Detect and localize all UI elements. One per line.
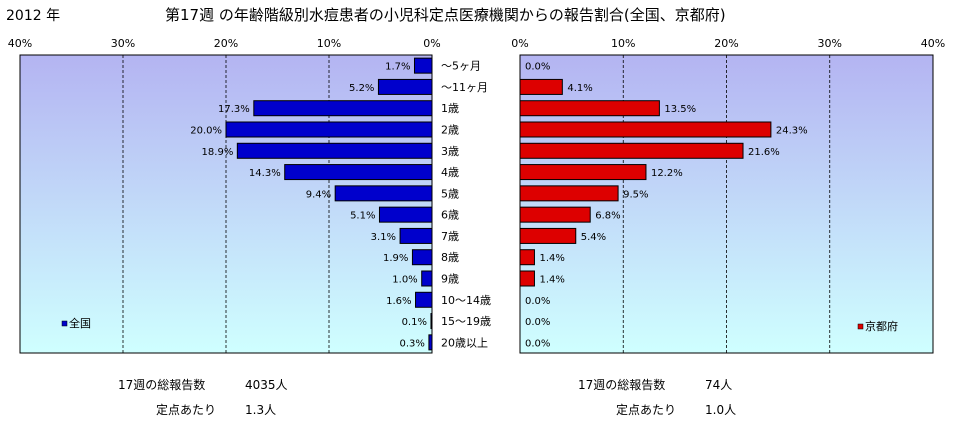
category-label-1: ～11ヶ月 — [441, 81, 488, 94]
bar-left-6 — [334, 185, 433, 202]
legend-label-kyoto: 京都府 — [865, 319, 898, 333]
data-label-right-8: 5.4% — [581, 232, 606, 243]
category-label-0: ～5ヶ月 — [441, 60, 481, 73]
category-label-10: 9歳 — [441, 273, 459, 286]
data-label-left-13: 0.3% — [400, 338, 425, 349]
bar-right-6 — [519, 185, 619, 202]
data-label-right-3: 24.3% — [776, 126, 808, 137]
data-label-left-2: 17.3% — [218, 104, 250, 115]
bar-left-7 — [378, 206, 433, 223]
bar-right-2 — [519, 100, 660, 117]
bar-right-5 — [519, 164, 647, 181]
x-tick-label-left-30: 30% — [111, 37, 135, 50]
data-label-right-5: 12.2% — [651, 168, 683, 179]
plot-area-kyoto — [519, 54, 934, 354]
category-label-7: 6歳 — [441, 209, 459, 222]
x-tick-label-right-40: 40% — [921, 37, 945, 50]
data-label-left-0: 1.7% — [385, 62, 410, 73]
data-label-right-13: 0.0% — [525, 338, 550, 349]
x-tick-label-left-40: 40% — [8, 37, 32, 50]
bar-right-8 — [519, 227, 577, 244]
national-per-site-label: 定点あたり — [156, 402, 216, 417]
bar-left-0 — [413, 57, 433, 74]
category-label-5: 4歳 — [441, 166, 459, 179]
bar-left-1 — [377, 78, 433, 95]
bar-right-4 — [519, 142, 744, 159]
bar-left-12 — [430, 313, 433, 330]
kyoto-total-label: 17週の総報告数 — [578, 377, 665, 392]
data-label-left-4: 18.9% — [202, 147, 234, 158]
data-label-left-7: 5.1% — [350, 211, 375, 222]
category-label-2: 1歳 — [441, 102, 459, 115]
data-label-left-12: 0.1% — [402, 317, 427, 328]
category-label-9: 8歳 — [441, 251, 459, 264]
x-tick-label-right-30: 30% — [818, 37, 842, 50]
plot-area-national — [19, 54, 433, 354]
bar-left-11 — [415, 291, 433, 308]
data-label-left-1: 5.2% — [349, 83, 374, 94]
bar-right-9 — [519, 249, 535, 266]
bar-right-7 — [519, 206, 591, 223]
data-label-left-6: 9.4% — [306, 189, 331, 200]
bar-left-4 — [236, 142, 433, 159]
data-label-left-9: 1.9% — [383, 253, 408, 264]
bar-left-2 — [253, 100, 433, 117]
bar-right-3 — [519, 121, 772, 138]
x-tick-label-right-0: 0% — [511, 37, 528, 50]
data-label-right-2: 13.5% — [664, 104, 696, 115]
bar-right-1 — [519, 78, 563, 95]
legend-swatch-kyoto — [857, 323, 864, 330]
legend-kyoto: 京都府 — [857, 319, 898, 333]
category-label-4: 3歳 — [441, 145, 459, 158]
data-label-left-3: 20.0% — [190, 126, 222, 137]
data-label-right-6: 9.5% — [623, 189, 648, 200]
national-total-label: 17週の総報告数 — [118, 377, 205, 392]
data-label-right-11: 0.0% — [525, 296, 550, 307]
category-label-13: 20歳以上 — [441, 336, 488, 349]
bar-left-3 — [225, 121, 433, 138]
category-label-8: 7歳 — [441, 230, 459, 243]
national-total-value: 4035人 — [245, 378, 288, 392]
x-tick-label-left-10: 10% — [317, 37, 341, 50]
x-tick-label-right-10: 10% — [611, 37, 635, 50]
national-per-site-value: 1.3人 — [245, 403, 276, 417]
data-label-right-7: 6.8% — [595, 211, 620, 222]
bar-left-8 — [399, 227, 433, 244]
footer-national: 17週の総報告数 4035人 定点あたり 1.3人 — [118, 377, 288, 417]
data-label-right-1: 4.1% — [567, 83, 592, 94]
chart-title: 第17週 の年齢階級別水痘患者の小児科定点医療機関からの報告割合(全国、京都府) — [165, 6, 726, 24]
category-label-12: 15～19歳 — [441, 315, 491, 328]
category-label-6: 5歳 — [441, 187, 459, 200]
bar-left-9 — [411, 249, 433, 266]
data-label-right-10: 1.4% — [539, 275, 564, 286]
legend-swatch-national — [61, 320, 68, 327]
data-label-right-4: 21.6% — [748, 147, 780, 158]
footer-kyoto: 17週の総報告数 74人 定点あたり 1.0人 — [578, 377, 736, 417]
x-tick-label-right-20: 20% — [714, 37, 738, 50]
bar-right-10 — [519, 270, 535, 287]
legend-national: 全国 — [61, 316, 91, 330]
data-label-left-11: 1.6% — [386, 296, 411, 307]
data-label-right-9: 1.4% — [539, 253, 564, 264]
data-label-right-0: 0.0% — [525, 62, 550, 73]
category-label-3: 2歳 — [441, 124, 459, 137]
x-tick-label-left-20: 20% — [214, 37, 238, 50]
year-label: 2012 年 — [6, 8, 60, 24]
bar-left-5 — [284, 164, 433, 181]
kyoto-per-site-label: 定点あたり — [616, 402, 676, 417]
data-label-left-10: 1.0% — [392, 275, 417, 286]
bar-left-10 — [421, 270, 433, 287]
category-label-11: 10～14歳 — [441, 294, 491, 307]
kyoto-total-value: 74人 — [705, 378, 732, 392]
kyoto-per-site-value: 1.0人 — [705, 403, 736, 417]
data-label-right-12: 0.0% — [525, 317, 550, 328]
legend-label-national: 全国 — [69, 316, 91, 330]
x-tick-label-left-0: 0% — [423, 37, 440, 50]
data-label-left-8: 3.1% — [371, 232, 396, 243]
bar-left-13 — [428, 334, 433, 351]
data-label-left-5: 14.3% — [249, 168, 281, 179]
